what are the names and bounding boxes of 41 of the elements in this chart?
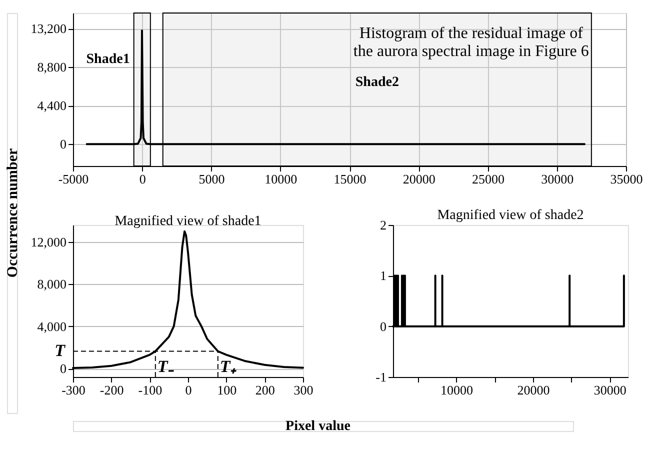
y-tick-label: 2: [380, 218, 386, 232]
y-tick-label: 4,400: [37, 98, 66, 114]
x-tick-label: 25000: [472, 172, 504, 186]
band-label: Shade1: [86, 52, 130, 67]
y-tick-label: 0: [60, 361, 66, 376]
y-tick-label: 8,000: [37, 276, 66, 292]
x-tick-label: 100: [217, 382, 237, 398]
y-tick-label: 8,800: [37, 60, 66, 75]
x-tick-label: -300: [62, 382, 86, 398]
y-tick-label: 12,000: [30, 234, 66, 250]
band-label: Shade2: [355, 74, 399, 90]
y-tick-label: 13,200: [30, 21, 66, 36]
x-tick-label: -200: [100, 382, 124, 398]
y-tick-label: -1: [376, 370, 386, 384]
ref-line-label: T: [54, 341, 66, 360]
x-tick-label: 35000: [610, 172, 643, 186]
x-tick-label: 30000: [541, 172, 574, 186]
x-tick-label: 30000: [594, 382, 626, 398]
ref-line-label: T₊: [220, 357, 236, 376]
ref-line-label: T₋: [157, 357, 174, 376]
chart-title: Magnified view of shade2: [437, 208, 584, 223]
text: Histogram of the residual image of the aurora spectral image in Figure 6: [353, 25, 589, 60]
x-tick-label: -100: [138, 382, 162, 398]
x-tick-label: 5000: [198, 172, 225, 186]
x-tick-label: 20000: [402, 172, 436, 186]
x-tick-label: 15000: [334, 172, 366, 186]
y-tick-label: 1: [380, 268, 386, 284]
y-tick-label: 4,000: [37, 318, 66, 334]
x-tick-label: -5000: [58, 172, 89, 186]
y-axis-title: Occurrence number: [5, 148, 21, 278]
x-axis-title: Pixel value: [286, 419, 350, 434]
chart-title: Magnified view of shade1: [114, 214, 262, 229]
x-tick-label: 0: [139, 172, 146, 186]
x-tick-label: 10000: [440, 382, 474, 398]
y-tick-label: 0: [60, 136, 66, 152]
x-tick-label: 300: [294, 382, 314, 398]
x-tick-label: 10000: [264, 172, 298, 186]
x-tick-label: 200: [255, 382, 275, 398]
x-tick-label: 0: [185, 382, 192, 398]
x-tick-label: 20000: [517, 382, 550, 398]
y-tick-label: 0: [380, 318, 386, 334]
